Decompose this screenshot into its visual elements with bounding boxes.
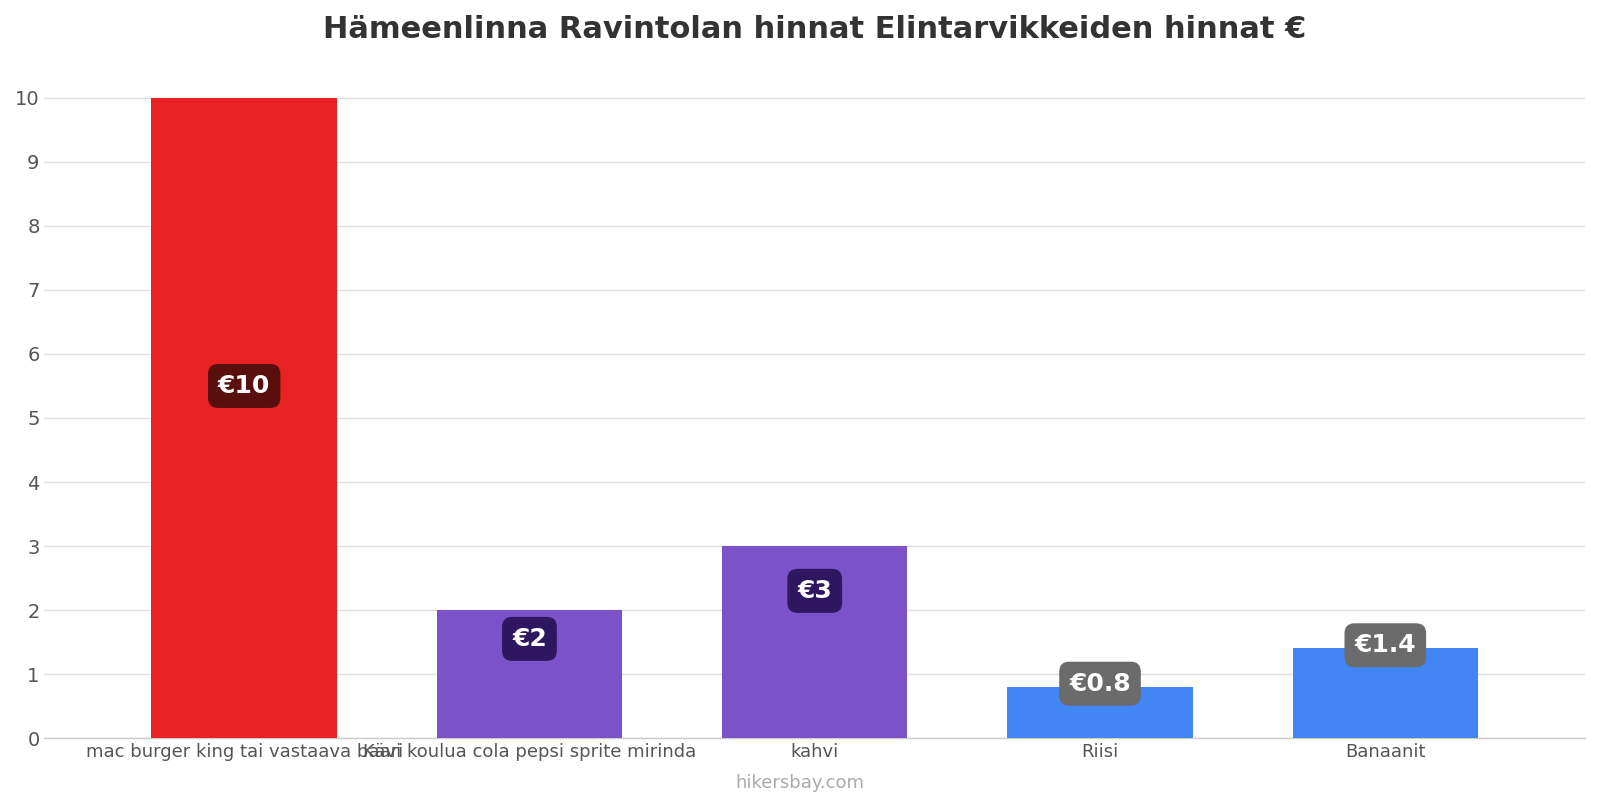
Text: hikersbay.com: hikersbay.com (736, 774, 864, 792)
Text: €3: €3 (797, 579, 832, 603)
Title: Hämeenlinna Ravintolan hinnat Elintarvikkeiden hinnat €: Hämeenlinna Ravintolan hinnat Elintarvik… (323, 15, 1306, 44)
Bar (1293, 649, 1478, 738)
Bar (152, 98, 338, 738)
Text: €0.8: €0.8 (1069, 672, 1131, 696)
Text: €1.4: €1.4 (1355, 634, 1416, 658)
Bar (722, 546, 907, 738)
Text: €10: €10 (218, 374, 270, 398)
Bar (1008, 687, 1192, 738)
Bar (437, 610, 622, 738)
Text: €2: €2 (512, 627, 547, 651)
